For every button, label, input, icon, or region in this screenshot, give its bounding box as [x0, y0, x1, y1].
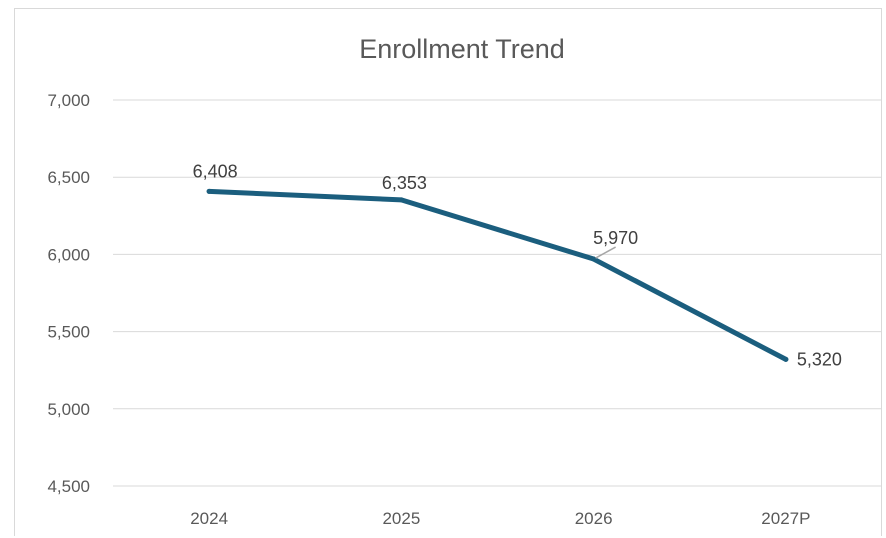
data-labels: 6,408 6,353 5,970 5,320 [193, 161, 842, 369]
y-tick-label: 6,500 [47, 168, 90, 187]
y-tick-label: 6,000 [47, 245, 90, 264]
label-leader-line [595, 246, 616, 259]
series-line [206, 188, 789, 362]
data-label: 5,970 [593, 228, 638, 248]
data-point [591, 256, 597, 262]
data-label: 6,353 [382, 173, 427, 193]
y-tick-label: 5,500 [47, 323, 90, 342]
y-tick-label: 7,000 [47, 91, 90, 110]
chart-frame [14, 8, 882, 536]
x-axis-ticks: 2024 2025 2026 2027P [190, 509, 810, 528]
y-axis-ticks: 4,500 5,000 5,500 6,000 6,500 7,000 [47, 91, 90, 496]
x-tick-label: 2027P [761, 509, 810, 528]
gridlines [113, 99, 882, 487]
y-tick-label: 4,500 [47, 477, 90, 496]
data-label: 5,320 [797, 349, 842, 369]
data-point [398, 197, 404, 203]
data-point [783, 356, 789, 362]
x-tick-label: 2025 [382, 509, 420, 528]
chart-title: Enrollment Trend [359, 34, 565, 64]
series-layer [206, 188, 789, 362]
data-label: 6,408 [193, 161, 238, 181]
x-tick-label: 2026 [575, 509, 613, 528]
x-tick-label: 2024 [190, 509, 228, 528]
data-point [206, 188, 212, 194]
y-tick-label: 5,000 [47, 400, 90, 419]
